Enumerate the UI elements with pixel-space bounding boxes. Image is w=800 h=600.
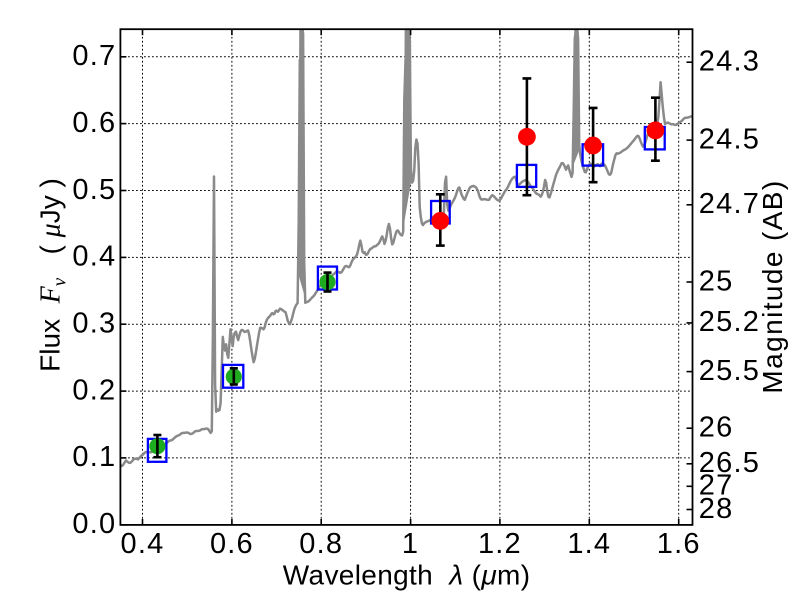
svg-text:1.6: 1.6 [657, 528, 701, 560]
svg-text:0.8: 0.8 [299, 528, 343, 560]
svg-text:0.5: 0.5 [72, 174, 116, 206]
svg-text:Magnitude (AB): Magnitude (AB) [757, 179, 788, 393]
svg-text:26.5: 26.5 [699, 447, 760, 479]
svg-text:0.7: 0.7 [72, 40, 116, 72]
svg-text:25: 25 [699, 265, 734, 297]
svg-text:25.5: 25.5 [699, 355, 760, 387]
svg-text:24.7: 24.7 [699, 188, 760, 220]
svg-text:0.3: 0.3 [72, 308, 116, 340]
svg-text:24.3: 24.3 [699, 46, 760, 78]
svg-text:27: 27 [699, 470, 734, 502]
svg-text:1.2: 1.2 [478, 528, 522, 560]
svg-text:1.4: 1.4 [567, 528, 611, 560]
svg-text:0.4: 0.4 [72, 241, 116, 273]
svg-text:0.6: 0.6 [72, 107, 116, 139]
svg-text:24.5: 24.5 [699, 123, 760, 155]
svg-text:26: 26 [699, 412, 734, 444]
svg-text:0.6: 0.6 [210, 528, 254, 560]
svg-text:0.0: 0.0 [72, 508, 116, 540]
svg-text:Flux Fν ( μJy ): Flux Fν ( μJy ) [35, 178, 71, 372]
svg-text:0.4: 0.4 [121, 528, 165, 560]
svg-text:25.2: 25.2 [699, 306, 760, 338]
svg-text:1: 1 [402, 528, 419, 560]
svg-text:Wavelength λ (μm): Wavelength λ (μm) [283, 560, 531, 591]
svg-text:0.1: 0.1 [72, 441, 116, 473]
svg-text:0.2: 0.2 [72, 374, 116, 406]
svg-text:28: 28 [699, 493, 734, 525]
